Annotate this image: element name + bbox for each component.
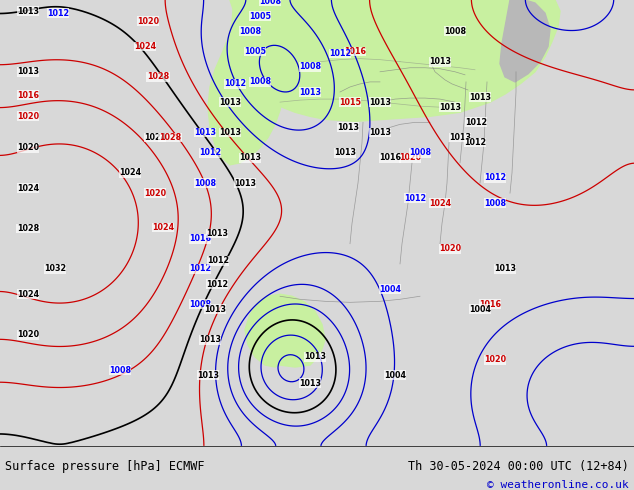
Text: 1020: 1020 <box>17 112 39 121</box>
Text: 1020: 1020 <box>137 17 159 26</box>
Polygon shape <box>500 0 550 82</box>
Text: 1013: 1013 <box>17 7 39 16</box>
Text: 1016: 1016 <box>189 234 211 243</box>
Text: 1024: 1024 <box>144 133 166 142</box>
Text: 1012: 1012 <box>465 118 487 127</box>
Text: 1012: 1012 <box>206 280 228 289</box>
Text: 1004: 1004 <box>379 285 401 294</box>
Text: 1013: 1013 <box>206 229 228 238</box>
Text: 1012: 1012 <box>224 79 246 88</box>
Text: 1012: 1012 <box>484 173 506 182</box>
Text: 1008: 1008 <box>259 0 281 5</box>
Text: 1012: 1012 <box>199 148 221 157</box>
Text: 1028: 1028 <box>159 133 181 142</box>
Text: 1020: 1020 <box>144 189 166 197</box>
Text: 1013: 1013 <box>239 153 261 162</box>
Text: 1020: 1020 <box>17 143 39 152</box>
Text: 1024: 1024 <box>429 199 451 208</box>
Polygon shape <box>245 294 325 367</box>
Text: 1008: 1008 <box>484 199 506 208</box>
Text: Surface pressure [hPa] ECMWF: Surface pressure [hPa] ECMWF <box>5 460 205 473</box>
Polygon shape <box>208 0 285 165</box>
Text: 1012: 1012 <box>329 49 351 58</box>
Text: 1024: 1024 <box>17 290 39 299</box>
Text: 1013: 1013 <box>219 98 241 107</box>
Text: 1004: 1004 <box>384 370 406 380</box>
Text: 1008: 1008 <box>109 366 131 374</box>
Text: 1028: 1028 <box>17 224 39 233</box>
Text: 1020: 1020 <box>399 153 421 162</box>
Text: 1013: 1013 <box>439 103 461 112</box>
Text: © weatheronline.co.uk: © weatheronline.co.uk <box>488 480 629 490</box>
Text: 1013: 1013 <box>449 133 471 142</box>
Text: 1012: 1012 <box>464 138 486 147</box>
Text: 1008: 1008 <box>409 148 431 157</box>
Text: 1024: 1024 <box>134 42 156 51</box>
Text: 1024: 1024 <box>17 184 39 193</box>
Text: 1004: 1004 <box>469 305 491 314</box>
Text: 1016: 1016 <box>379 153 401 162</box>
Text: 1013: 1013 <box>334 148 356 157</box>
Text: 1008: 1008 <box>239 27 261 36</box>
Text: 1013: 1013 <box>429 57 451 66</box>
Text: 1028: 1028 <box>147 73 169 81</box>
Text: 1015: 1015 <box>339 98 361 107</box>
Text: 1013: 1013 <box>304 352 326 362</box>
Text: 1008: 1008 <box>194 178 216 188</box>
Text: 1013: 1013 <box>17 67 39 76</box>
Text: 1013: 1013 <box>299 88 321 97</box>
Text: 1013: 1013 <box>204 305 226 314</box>
Text: 1005: 1005 <box>249 12 271 21</box>
Text: 1013: 1013 <box>369 98 391 107</box>
Text: 1013: 1013 <box>219 128 241 137</box>
Text: 1013: 1013 <box>299 379 321 388</box>
Text: 1012: 1012 <box>404 194 426 203</box>
Text: 1008: 1008 <box>444 27 466 36</box>
Text: 1013: 1013 <box>234 178 256 188</box>
Text: Th 30-05-2024 00:00 UTC (12+84): Th 30-05-2024 00:00 UTC (12+84) <box>408 460 629 473</box>
Text: 1020: 1020 <box>439 244 461 253</box>
Text: 1012: 1012 <box>207 256 229 266</box>
Text: 1016: 1016 <box>479 300 501 309</box>
Text: 1016: 1016 <box>344 47 366 56</box>
Text: 1013: 1013 <box>469 93 491 101</box>
Text: 1013: 1013 <box>494 265 516 273</box>
Text: 1013: 1013 <box>199 335 221 344</box>
Text: 1032: 1032 <box>44 265 66 273</box>
Text: 1020: 1020 <box>17 330 39 339</box>
Text: 1012: 1012 <box>189 265 211 273</box>
Text: 1016: 1016 <box>17 91 39 99</box>
Text: 1008: 1008 <box>299 62 321 71</box>
Text: 1013: 1013 <box>194 128 216 137</box>
Text: 1008: 1008 <box>249 77 271 86</box>
Text: 1013: 1013 <box>197 370 219 380</box>
Text: 1013: 1013 <box>337 123 359 132</box>
Text: 1024: 1024 <box>119 169 141 177</box>
Text: 1024: 1024 <box>152 223 174 232</box>
Text: 1012: 1012 <box>47 9 69 18</box>
Text: 1020: 1020 <box>484 355 506 365</box>
Text: 1008: 1008 <box>189 300 211 309</box>
Polygon shape <box>236 0 560 122</box>
Text: 1013: 1013 <box>369 128 391 137</box>
Text: 1005: 1005 <box>244 47 266 56</box>
